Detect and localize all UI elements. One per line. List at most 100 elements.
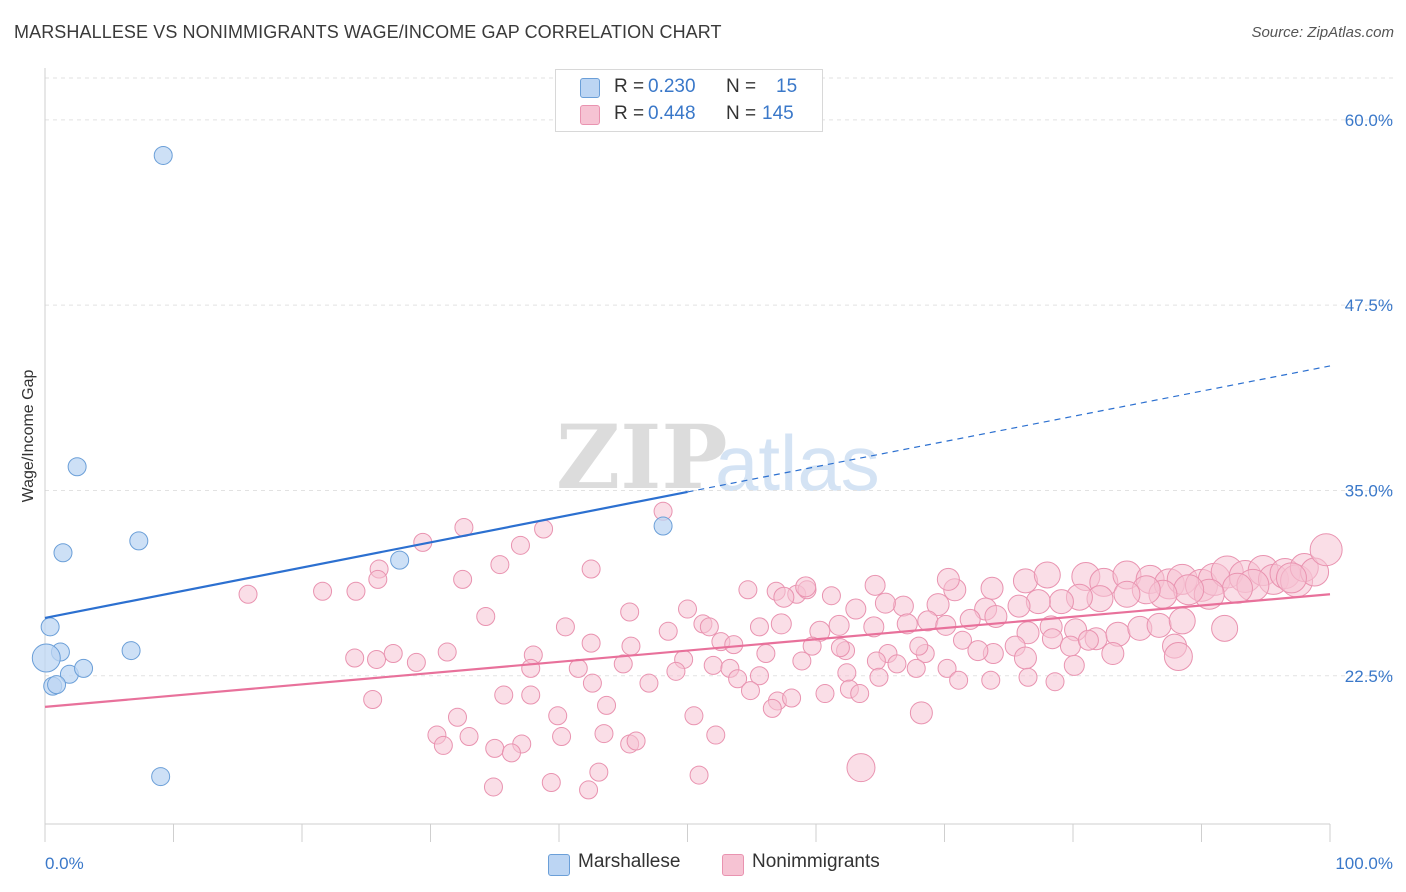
data-point <box>952 630 972 650</box>
data-point <box>653 516 673 536</box>
data-point <box>406 652 426 672</box>
data-point <box>815 684 835 704</box>
data-point <box>594 724 614 744</box>
data-point <box>666 661 686 681</box>
data-point <box>453 569 473 589</box>
data-point <box>1309 533 1343 567</box>
data-point <box>1007 594 1031 618</box>
data-point <box>1013 646 1037 670</box>
data-point <box>1033 561 1061 589</box>
data-point <box>238 584 258 604</box>
data-point <box>1077 629 1099 651</box>
data-point <box>802 636 822 656</box>
data-point <box>1018 667 1038 687</box>
data-point <box>345 648 365 668</box>
data-point <box>383 644 403 664</box>
data-point <box>1025 589 1051 615</box>
r-label: R = <box>614 103 645 124</box>
legend-label: Marshallese <box>578 851 681 872</box>
data-point <box>926 593 950 617</box>
data-point <box>568 658 588 678</box>
data-point <box>459 727 479 747</box>
data-point <box>534 519 554 539</box>
data-point <box>850 684 870 704</box>
data-point <box>756 644 776 664</box>
data-point <box>1063 654 1085 676</box>
data-point <box>153 145 173 165</box>
data-point <box>792 651 812 671</box>
data-point <box>1146 612 1172 638</box>
data-point <box>892 595 914 617</box>
data-point <box>740 681 760 701</box>
data-point <box>846 753 876 783</box>
marshallese-points <box>31 145 673 787</box>
data-point <box>1048 589 1074 615</box>
data-point <box>613 654 633 674</box>
data-point <box>1059 635 1081 657</box>
data-point <box>313 581 333 601</box>
data-point <box>541 772 561 792</box>
data-point <box>980 576 1004 600</box>
marshallese-trendline <box>44 490 688 620</box>
data-point <box>1275 562 1307 594</box>
data-point <box>689 765 709 785</box>
data-point <box>129 531 149 551</box>
data-point <box>346 581 366 601</box>
data-point <box>121 641 141 661</box>
data-point <box>620 602 640 622</box>
stats-legend: R = 0.230 N = 15 R = 0.448 N = 145 <box>555 69 823 132</box>
data-point <box>483 777 503 797</box>
data-point <box>67 457 87 477</box>
data-point <box>40 617 60 637</box>
data-point <box>658 621 678 641</box>
data-point <box>521 658 541 678</box>
data-point <box>896 613 918 635</box>
data-point <box>597 695 617 715</box>
data-point <box>494 685 514 705</box>
y-tick-label: 35.0% <box>1345 481 1393 500</box>
data-point <box>501 743 521 763</box>
data-point <box>1173 574 1205 606</box>
data-point <box>738 580 758 600</box>
data-point <box>581 633 601 653</box>
data-point <box>773 586 795 608</box>
y-axis-label: Wage/Income Gap <box>20 370 37 503</box>
data-point <box>582 673 602 693</box>
data-point <box>981 670 1001 690</box>
data-point <box>74 658 94 678</box>
data-point <box>866 651 886 671</box>
data-point <box>1168 607 1196 635</box>
blue-swatch <box>580 78 600 98</box>
blue-swatch <box>548 854 570 876</box>
x-tick-label: 100.0% <box>1335 854 1393 873</box>
r-value: 0.448 <box>648 103 696 124</box>
data-point <box>749 666 769 686</box>
data-point <box>863 616 885 638</box>
data-point <box>581 559 601 579</box>
data-point <box>368 569 388 589</box>
data-point <box>367 649 387 669</box>
legend-label: Nonimmigrants <box>752 851 880 872</box>
data-point <box>1163 641 1193 671</box>
data-point <box>678 599 697 619</box>
data-point <box>724 635 744 655</box>
data-point <box>390 550 410 570</box>
data-point <box>151 767 171 787</box>
data-point <box>437 642 457 662</box>
data-point <box>363 689 383 709</box>
data-point <box>579 780 599 800</box>
data-point <box>1113 580 1141 608</box>
data-point <box>639 673 659 693</box>
data-point <box>770 613 792 635</box>
data-point <box>555 617 575 637</box>
data-point <box>699 617 719 637</box>
data-point <box>476 606 496 626</box>
data-point <box>1221 572 1253 604</box>
source-label: Source: ZipAtlas.com <box>1251 24 1394 41</box>
data-point <box>485 738 505 758</box>
data-point <box>869 667 889 687</box>
data-point <box>935 614 957 636</box>
data-point <box>828 614 850 636</box>
n-label: N = <box>726 76 757 97</box>
n-label: N = <box>726 103 757 124</box>
